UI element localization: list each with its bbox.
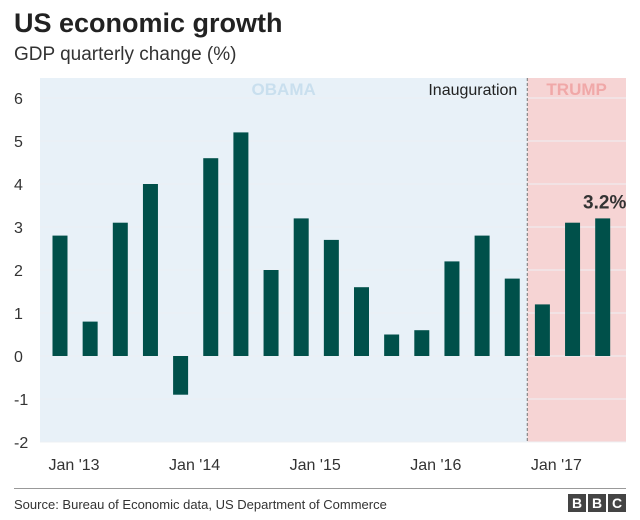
- bbc-logo: B B C: [568, 494, 626, 512]
- region-label-trump: TRUMP: [546, 80, 606, 99]
- x-tick-label: Jan '15: [290, 457, 341, 474]
- y-tick-label: 0: [14, 349, 23, 366]
- x-tick-label: Jan '13: [48, 457, 99, 474]
- bar: [534, 304, 550, 356]
- bar: [263, 270, 279, 356]
- bar: [173, 356, 189, 395]
- bar: [233, 132, 249, 356]
- bar: [323, 239, 339, 356]
- source-note: Source: Bureau of Economic data, US Depa…: [14, 497, 387, 512]
- bar: [565, 222, 581, 356]
- bar: [444, 261, 460, 356]
- bbc-logo-letter: C: [608, 494, 626, 512]
- chart-subtitle: GDP quarterly change (%): [14, 44, 237, 65]
- bbc-logo-letter: B: [588, 494, 606, 512]
- bar: [142, 184, 158, 356]
- y-tick-label: 6: [14, 91, 23, 108]
- y-tick-label: 2: [14, 263, 23, 280]
- footer-divider: [14, 488, 626, 489]
- bar: [384, 334, 400, 356]
- bar: [293, 218, 309, 356]
- bar: [203, 158, 219, 356]
- bar: [52, 235, 68, 356]
- bar: [474, 235, 490, 356]
- y-tick-label: 4: [14, 177, 23, 194]
- bar: [414, 330, 430, 356]
- bar: [354, 287, 369, 356]
- y-tick-label: 3: [14, 220, 23, 237]
- y-tick-label: 1: [14, 306, 23, 323]
- y-tick-label: -2: [14, 435, 28, 452]
- x-tick-label: Jan '17: [531, 457, 582, 474]
- value-annotation: 3.2%: [583, 192, 626, 213]
- y-tick-label: -1: [14, 392, 28, 409]
- x-tick-label: Jan '16: [410, 457, 461, 474]
- gdp-bar-chart: -2 -1 0 1 2 3 4 5 6 OBAMA TRUMP Inauguration 3.2% Jan…: [14, 78, 626, 474]
- bar: [112, 222, 128, 356]
- bbc-logo-letter: B: [568, 494, 586, 512]
- bar: [595, 218, 611, 356]
- chart-title: US economic growth: [14, 8, 283, 38]
- bar: [504, 278, 520, 356]
- bar: [82, 321, 98, 356]
- y-tick-label: 5: [14, 134, 23, 151]
- inauguration-label: Inauguration: [428, 82, 517, 99]
- region-label-obama: OBAMA: [252, 80, 316, 99]
- x-tick-label: Jan '14: [169, 457, 220, 474]
